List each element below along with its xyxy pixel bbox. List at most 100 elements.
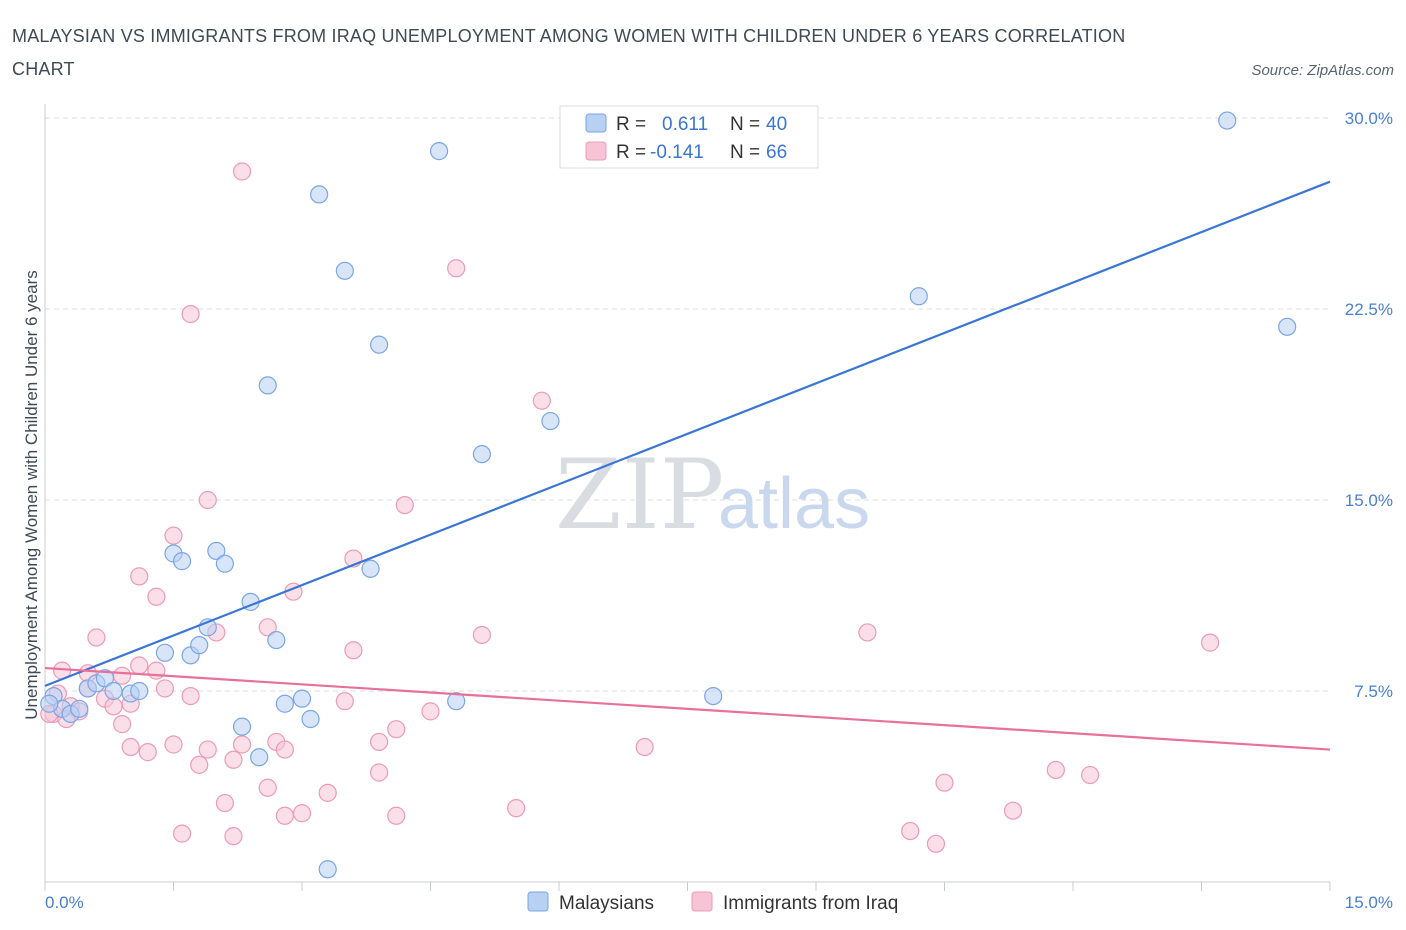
malaysian-point [215,554,234,573]
iraq-point [318,783,337,802]
iraq-point [181,304,200,324]
malaysian-point [909,287,928,306]
malaysian-point [318,860,337,879]
malaysian-point [447,692,466,711]
bottom-legend-iraq: Immigrants from Iraq [723,893,898,914]
iraq-point [387,806,406,825]
iraq-point [387,720,406,739]
iraq-point [198,490,217,510]
iraq-point [112,666,132,685]
legend-swatch-iraq [585,141,607,161]
malaysian-point [275,694,294,713]
malaysian-point [267,630,286,650]
malaysian-point [258,376,277,395]
malaysian-point [335,261,354,280]
iraq-point [395,495,414,515]
iraq-point [87,628,106,647]
legend-r-label-1: R = [616,114,646,135]
iraq-point [532,391,551,410]
iraq-point [147,587,166,606]
iraq-point [181,686,200,706]
iraq-point [1046,760,1065,780]
iraq-point [421,702,440,721]
iraq-point [275,806,294,825]
iraq-point [232,735,252,754]
iraq-point [138,743,157,762]
iraq-point [224,827,243,846]
iraq-point [635,737,654,757]
y-tick-label: 15.0% [1345,491,1393,510]
bottom-legend-swatch-malaysians [527,891,549,912]
iraq-point [447,259,466,278]
iraq-point [164,735,183,754]
iraq-point [224,750,243,769]
iraq-point [155,679,175,698]
iraq-trend-line [44,666,1331,751]
malaysian-point [155,643,175,662]
iraq-point [112,715,132,734]
iraq-point [292,804,312,823]
legend-r-value-1: 0.611 [662,114,708,135]
malaysian-point [250,748,269,767]
legend-swatch-malaysians [585,113,607,133]
malaysian-point [40,694,59,713]
malaysian-point [172,552,192,571]
iraq-point [1200,633,1220,652]
axes [44,104,1331,891]
data-points [40,111,1297,879]
bottom-legend: Malaysians Immigrants from Iraq [527,891,898,914]
y-tick-label: 30.0% [1345,109,1393,128]
bottom-legend-swatch-iraq [691,891,713,912]
iraq-point [344,641,363,660]
legend-box: R = 0.611 N = 40 R = -0.141 N = 66 [559,105,819,169]
iraq-point [198,740,217,759]
malaysian-point [70,699,89,718]
malaysian-point [232,717,252,736]
malaysian-point [1278,317,1297,336]
bottom-legend-malaysians: Malaysians [559,893,654,914]
grid-lines [45,117,1330,692]
legend-r-label-2: R = [616,142,646,163]
iraq-point [130,567,149,586]
iraq-point [472,625,491,645]
y-tick-label: 22.5% [1345,300,1393,319]
iraq-point [164,526,183,545]
malaysians-trend-line [44,180,1331,687]
iraq-point [370,763,389,782]
iraq-point [335,692,354,711]
y-axis-label: Unemployment Among Women with Children U… [22,270,41,719]
legend-n-label-1: N = [730,114,760,135]
malaysian-point [310,185,329,204]
legend-r-value-2: -0.141 [650,142,704,163]
iraq-point [258,778,277,797]
malaysian-point [190,636,209,655]
malaysian-point [1218,111,1237,130]
trend-lines [44,180,1331,751]
iraq-point [215,793,234,813]
y-tick-labels: 7.5% 15.0% 22.5% 30.0% [1345,109,1393,701]
malaysian-point [429,142,449,161]
legend-n-label-2: N = [730,142,760,163]
watermark-atlas: atlas [718,464,870,544]
malaysian-point [95,669,115,688]
malaysian-point [292,689,312,708]
watermark-zip: ZIP [555,439,724,551]
iraq-point [275,740,294,759]
iraq-point [104,697,123,716]
x-tick-label: 0.0% [45,893,84,912]
iraq-point [1081,765,1100,785]
iraq-point [935,773,954,792]
iraq-point [370,732,389,752]
iraq-point [258,618,277,637]
iraq-point [858,623,877,642]
malaysian-point [104,681,123,701]
malaysian-point [472,445,491,464]
malaysian-point [541,411,560,431]
malaysian-point [704,686,723,706]
iraq-point [507,799,526,818]
iraq-point [1003,801,1023,820]
x-tick-labels: 0.0% 15.0% [45,893,1393,912]
y-tick-label: 7.5% [1354,682,1393,701]
iraq-point [172,824,192,843]
